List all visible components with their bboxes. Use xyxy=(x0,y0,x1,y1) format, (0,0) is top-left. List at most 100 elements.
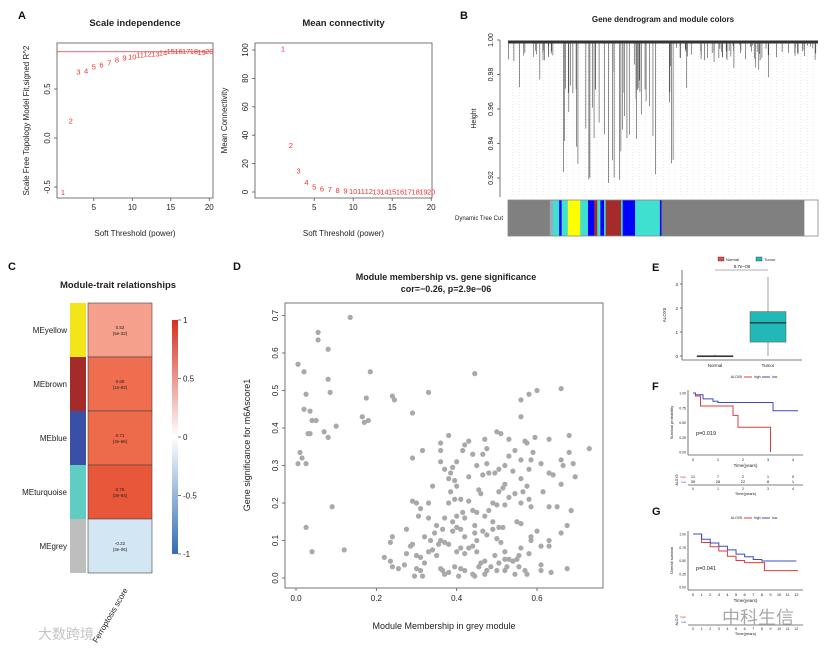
data-point xyxy=(409,455,416,461)
data-point-label: 16 xyxy=(174,47,182,56)
data-point xyxy=(478,491,484,497)
data-point xyxy=(494,536,500,542)
x-tick-label: 20 xyxy=(427,203,436,212)
watermark-right: 中科生信 xyxy=(722,608,794,628)
colorbar-tick-label: 1 xyxy=(183,316,188,325)
y-tick-label: 0.98 xyxy=(488,68,495,82)
legend-label: high xyxy=(754,516,761,520)
data-point xyxy=(301,369,307,375)
x-tick-label: 6 xyxy=(744,592,747,597)
data-point xyxy=(303,391,309,397)
risk-table-x-tick: 0 xyxy=(692,487,694,491)
data-point xyxy=(480,528,486,534)
data-point xyxy=(484,446,490,452)
y-axis-label: Scale Free Topology Model Fit,signed R^2 xyxy=(22,45,31,195)
risk-table-x-tick: 12 xyxy=(794,627,798,631)
data-point xyxy=(474,537,480,544)
data-point-label: 4 xyxy=(84,66,88,75)
data-point xyxy=(303,461,309,467)
module-label: MEyellow xyxy=(33,326,67,335)
data-point xyxy=(446,541,452,547)
x-axis-label: Soft Threshold (power) xyxy=(94,229,176,238)
data-point xyxy=(462,534,468,540)
correlation-value: 0.76 xyxy=(116,487,125,492)
risk-table-value: 0 xyxy=(792,474,795,479)
data-point xyxy=(560,462,566,469)
data-point xyxy=(482,436,488,442)
data-point xyxy=(522,438,528,444)
x-tick-label: 5 xyxy=(312,203,317,212)
legend-label: high xyxy=(754,375,761,379)
data-point xyxy=(534,387,540,394)
data-point xyxy=(518,397,524,403)
risk-table-value: 22 xyxy=(741,479,746,484)
x-tick-label: 7 xyxy=(752,592,755,597)
p-value: (3e-06) xyxy=(113,547,128,552)
data-point xyxy=(498,431,504,437)
data-point xyxy=(299,455,305,461)
module-color-segment xyxy=(508,200,551,236)
data-point xyxy=(482,558,488,564)
data-point xyxy=(450,519,456,525)
data-point xyxy=(456,573,462,579)
risk-table-x-tick: 1 xyxy=(717,487,719,491)
data-point xyxy=(460,447,466,454)
y-tick-label: 0.75 xyxy=(679,546,686,550)
module-color-segment xyxy=(604,200,606,236)
data-point-label: 17 xyxy=(404,188,412,197)
colorbar-tick-label: 0 xyxy=(183,433,188,442)
module-label: MEturquoise xyxy=(22,488,67,497)
legend-label: Tumor xyxy=(764,257,776,262)
data-point xyxy=(482,513,488,519)
data-point xyxy=(518,476,524,482)
data-point-label: 14 xyxy=(159,49,167,58)
x-tick-label: 0 xyxy=(692,457,695,462)
legend-title: ALOX5 xyxy=(731,516,742,520)
data-point-label: 20 xyxy=(427,188,435,197)
y-tick-label: 0.1 xyxy=(271,534,280,546)
y-tick-label: 40 xyxy=(241,130,250,139)
data-point xyxy=(411,573,418,579)
risk-table-x-tick: 1 xyxy=(701,627,703,631)
p-value: (3e-84) xyxy=(113,493,128,498)
chart-title: Module-trait relationships xyxy=(60,280,176,291)
y-tick-label: 0.4 xyxy=(271,422,280,434)
risk-table-group: high xyxy=(680,615,686,619)
data-point xyxy=(506,494,512,500)
module-color-swatch xyxy=(70,519,86,573)
risk-table-x-label: Time(years) xyxy=(735,631,757,636)
panel-label-f: F xyxy=(652,381,659,393)
data-point xyxy=(413,566,420,572)
data-point xyxy=(395,566,402,572)
data-point-label: 6 xyxy=(320,184,324,193)
data-point-label: 9 xyxy=(123,54,127,63)
data-point xyxy=(570,461,576,467)
data-point xyxy=(421,560,428,566)
data-point xyxy=(534,528,540,534)
x-tick-label: 1 xyxy=(700,592,703,597)
risk-table-x-tick: 2 xyxy=(742,487,744,491)
data-point xyxy=(365,417,371,424)
data-point xyxy=(528,504,534,510)
box xyxy=(749,311,787,343)
data-point-label: 6 xyxy=(99,61,103,70)
y-tick-label: 0.50 xyxy=(679,559,686,563)
data-point xyxy=(303,524,309,530)
data-point xyxy=(518,545,524,551)
data-point xyxy=(403,551,410,557)
data-point xyxy=(419,447,426,454)
data-point xyxy=(500,485,506,491)
data-point xyxy=(540,489,546,495)
x-tick-label: 10 xyxy=(128,203,137,212)
module-color-segment xyxy=(635,200,661,236)
data-point xyxy=(496,466,502,472)
x-tick-label: 0.4 xyxy=(451,594,463,603)
data-point xyxy=(466,438,472,444)
p-value: (3e-66) xyxy=(113,439,128,444)
data-point xyxy=(494,429,500,435)
data-point-label: 18 xyxy=(190,47,198,56)
data-point xyxy=(474,462,480,469)
data-point xyxy=(452,477,458,484)
data-point xyxy=(389,564,396,570)
data-point xyxy=(442,571,448,577)
